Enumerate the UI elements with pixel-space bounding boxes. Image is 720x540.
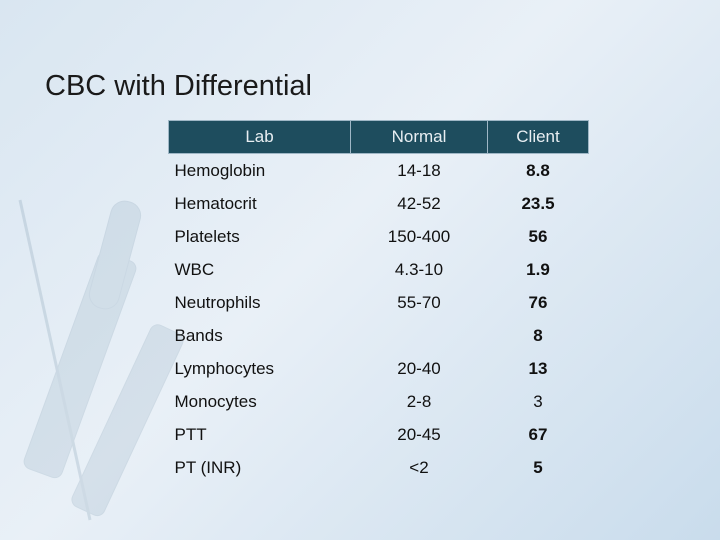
table-cell: 2-8 (406, 391, 432, 411)
header-cell: Normal (350, 120, 488, 154)
table-cell: 4.3-10 (394, 259, 444, 279)
table-cell: Hemoglobin (174, 160, 266, 180)
table-cell: Lymphocytes (174, 358, 275, 378)
header-row: Lab Normal Client (168, 120, 589, 154)
slide-title: CBC with Differential (45, 70, 313, 102)
table-cell (351, 319, 488, 352)
table-cell: 56 (528, 226, 548, 246)
table-row: Hemoglobin 14-18 8.8 (169, 154, 589, 188)
table-cell: 42-52 (397, 193, 441, 213)
table-cell: 23.5 (521, 193, 555, 213)
header-cell: Lab (168, 120, 351, 154)
table-cell: 20-45 (397, 424, 441, 444)
table-cell: Bands (174, 325, 223, 345)
header-cell: Client (487, 120, 589, 154)
table-row: Hematocrit 42-52 23.5 (169, 187, 589, 220)
table-cell: 20-40 (397, 358, 441, 378)
table-cell: 8 (533, 325, 543, 345)
table-cell: 13 (528, 358, 548, 378)
table-cell: 55-70 (397, 292, 441, 312)
table-row: Lymphocytes 20-40 13 (169, 352, 589, 385)
table-cell: PTT (174, 424, 207, 444)
table-cell: Platelets (174, 226, 240, 246)
table-cell: Hematocrit (174, 193, 257, 213)
table-cell: 8.8 (526, 160, 550, 180)
lab-table: Lab Normal Client Hemoglobin 14-18 8.8 Hemato… (168, 120, 589, 484)
table-row: Neutrophils 55-70 76 (169, 286, 589, 319)
table-cell: 14-18 (397, 160, 441, 180)
table-cell: Neutrophils (174, 292, 261, 312)
table-cell: PT (INR) (174, 457, 242, 477)
table-row: Platelets 150-400 56 (169, 220, 589, 253)
table-row: WBC 4.3-10 1.9 (169, 253, 589, 286)
table-cell: 5 (533, 457, 543, 477)
table-cell: WBC (174, 259, 215, 279)
table-cell: Monocytes (174, 391, 257, 411)
table-row: PT (INR) <2 5 (169, 451, 589, 484)
table-cell: 67 (528, 424, 548, 444)
table-cell: <2 (409, 457, 429, 477)
table-cell: 1.9 (526, 259, 550, 279)
table-cell: 76 (528, 292, 548, 312)
table-cell: 150-400 (387, 226, 451, 246)
table-cell: 3 (533, 391, 543, 411)
table-body: Hemoglobin 14-18 8.8 Hematocrit 42-52 23.5 Pla… (169, 154, 589, 485)
table-row: PTT 20-45 67 (169, 418, 589, 451)
table-row: Monocytes 2-8 3 (169, 385, 589, 418)
table-row: Bands 8 (169, 319, 589, 352)
